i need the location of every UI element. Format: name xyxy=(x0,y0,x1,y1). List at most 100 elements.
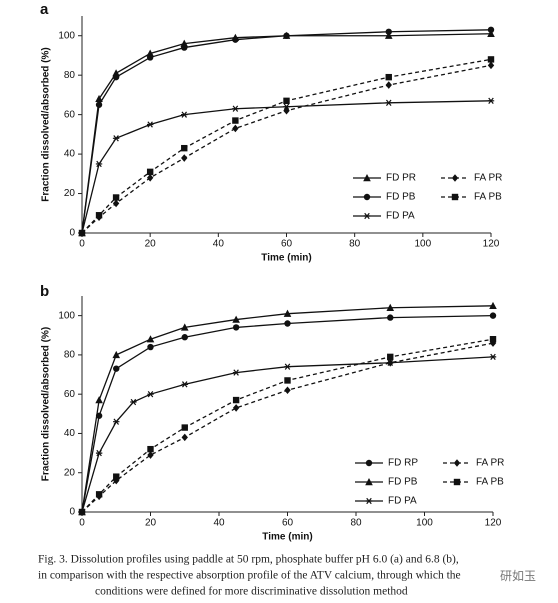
marker xyxy=(284,386,291,395)
marker xyxy=(283,97,290,105)
marker xyxy=(95,160,103,168)
marker xyxy=(232,369,240,376)
marker xyxy=(146,121,154,128)
marker xyxy=(78,229,86,237)
marker xyxy=(487,97,495,105)
marker xyxy=(487,61,495,70)
marker xyxy=(385,73,392,81)
marker xyxy=(112,73,120,81)
legend-label: FA PB xyxy=(476,477,504,488)
x-tick-label: 80 xyxy=(350,518,362,529)
marker xyxy=(363,212,371,220)
marker xyxy=(181,111,188,118)
caption-line: in comparison with the respective absorp… xyxy=(38,570,461,582)
marker xyxy=(365,478,373,486)
legend-label: FD PA xyxy=(388,496,417,507)
marker xyxy=(95,396,103,404)
marker xyxy=(95,212,103,219)
legend-label: FD PR xyxy=(386,173,416,184)
marker xyxy=(387,359,394,366)
marker xyxy=(284,320,291,327)
marker xyxy=(146,335,155,343)
watermark: 研如玉 xyxy=(500,568,536,583)
marker xyxy=(284,363,291,370)
marker xyxy=(112,199,120,208)
marker xyxy=(113,418,120,425)
marker xyxy=(363,174,371,182)
series-line xyxy=(81,342,494,513)
series-line xyxy=(81,100,492,234)
marker xyxy=(181,424,188,431)
marker xyxy=(232,124,239,133)
x-axis-label: Time (min) xyxy=(262,532,312,543)
x-tick-label: 20 xyxy=(145,518,157,529)
marker xyxy=(232,105,239,112)
marker xyxy=(489,301,497,310)
panel-label: a xyxy=(40,1,49,18)
marker xyxy=(147,451,154,459)
series-line xyxy=(81,58,492,234)
marker xyxy=(78,508,86,516)
marker xyxy=(232,117,239,124)
marker xyxy=(384,31,393,39)
series-line xyxy=(81,338,494,513)
marker xyxy=(283,309,292,317)
x-tick-label: 40 xyxy=(213,518,225,529)
marker xyxy=(232,404,240,412)
marker xyxy=(451,193,459,201)
x-tick-label: 120 xyxy=(483,239,500,250)
marker xyxy=(147,391,154,398)
marker xyxy=(95,491,103,498)
marker xyxy=(181,154,188,162)
marker xyxy=(487,29,495,37)
marker xyxy=(95,449,103,457)
legend-label: FD PB xyxy=(388,477,418,488)
marker xyxy=(451,174,459,182)
x-tick-label: 0 xyxy=(79,239,85,250)
y-tick-label: 80 xyxy=(64,350,76,361)
marker xyxy=(365,497,373,505)
y-tick-label: 0 xyxy=(69,228,75,239)
marker xyxy=(385,99,392,106)
y-tick-label: 40 xyxy=(64,149,76,160)
marker xyxy=(283,103,290,110)
marker xyxy=(232,396,240,404)
legend-label: FD PA xyxy=(386,211,415,222)
series-line xyxy=(81,64,492,234)
marker xyxy=(489,336,497,343)
marker xyxy=(453,459,461,467)
marker xyxy=(283,32,290,39)
y-tick-label: 0 xyxy=(69,507,75,518)
x-tick-label: 100 xyxy=(414,239,431,250)
marker xyxy=(489,312,497,319)
marker xyxy=(130,398,137,406)
marker xyxy=(180,323,189,331)
marker xyxy=(181,381,188,388)
series-line xyxy=(81,29,492,234)
marker xyxy=(232,315,240,323)
marker xyxy=(95,94,103,103)
legend-label: FA PB xyxy=(474,192,502,203)
marker xyxy=(113,473,120,480)
series-line xyxy=(81,33,492,234)
marker xyxy=(146,168,154,176)
marker xyxy=(112,135,120,142)
marker xyxy=(112,350,121,359)
legend-label: FD PB xyxy=(386,192,416,203)
marker xyxy=(487,56,495,63)
y-tick-label: 20 xyxy=(64,467,76,478)
x-tick-label: 40 xyxy=(213,239,225,250)
marker xyxy=(147,343,154,351)
x-tick-label: 60 xyxy=(281,239,293,250)
y-axis-label: Fraction dissolved/absorbed (%) xyxy=(41,327,52,481)
marker xyxy=(112,194,120,201)
y-tick-label: 80 xyxy=(64,70,76,81)
marker xyxy=(181,144,188,152)
legend-label: FA PR xyxy=(476,458,504,469)
y-axis-label: Fraction dissolved/absorbed (%) xyxy=(41,47,52,201)
marker xyxy=(181,44,188,51)
marker xyxy=(232,324,240,331)
legend-label: FA PR xyxy=(474,173,502,184)
series-line xyxy=(81,314,494,513)
